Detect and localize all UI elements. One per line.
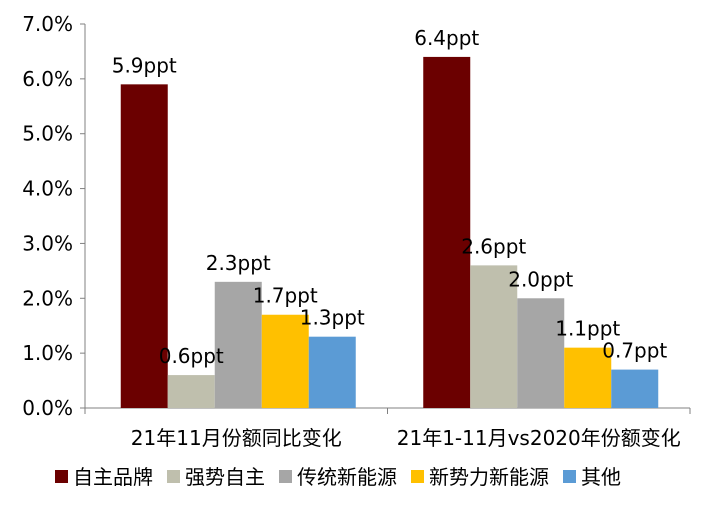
y-tick-label: 6.0% xyxy=(22,67,73,91)
legend-label: 新势力新能源 xyxy=(429,465,549,489)
legend-swatch xyxy=(55,470,68,483)
bar xyxy=(470,265,518,408)
bar xyxy=(120,84,168,408)
bar xyxy=(261,314,309,408)
legend-label: 自主品牌 xyxy=(73,465,153,489)
bar xyxy=(308,336,356,408)
y-tick-label: 7.0% xyxy=(22,12,73,36)
data-label: 0.6ppt xyxy=(159,344,224,368)
x-category-label: 21年1-11月vs2020年份额变化 xyxy=(397,426,681,450)
legend-swatch xyxy=(411,470,424,483)
legend-label: 强势自主 xyxy=(185,465,265,489)
bar xyxy=(167,375,215,408)
bar xyxy=(517,298,565,408)
legend: 自主品牌 强势自主 传统新能源 新势力新能源 其他 xyxy=(55,465,621,489)
x-category-label: 21年11月份额同比变化 xyxy=(131,426,342,450)
data-label: 5.9ppt xyxy=(112,53,177,77)
legend-label: 其他 xyxy=(581,465,621,489)
y-axis: 0.0% 1.0% 2.0% 3.0% 4.0% 5.0% 6.0% 7.0% xyxy=(22,12,86,420)
data-label: 2.6ppt xyxy=(461,234,526,258)
legend-swatch xyxy=(167,470,180,483)
data-label: 0.7ppt xyxy=(602,339,667,363)
data-label: 6.4ppt xyxy=(414,26,479,50)
data-label: 1.1ppt xyxy=(555,317,620,341)
bar xyxy=(214,281,262,408)
x-axis: 21年11月份额同比变化 21年1-11月vs2020年份额变化 xyxy=(84,407,691,450)
y-tick-label: 4.0% xyxy=(22,177,73,201)
y-tick-label: 2.0% xyxy=(22,286,73,310)
data-label: 2.0ppt xyxy=(508,267,573,291)
bars xyxy=(120,56,659,409)
y-tick-label: 1.0% xyxy=(22,341,73,365)
data-label: 1.3ppt xyxy=(300,306,365,330)
data-label: 2.3ppt xyxy=(206,251,271,275)
data-label: 1.7ppt xyxy=(253,284,318,308)
bar xyxy=(564,347,612,408)
legend-label: 传统新能源 xyxy=(297,465,397,489)
y-tick-label: 5.0% xyxy=(22,122,73,146)
y-tick-label: 0.0% xyxy=(22,396,73,420)
bar xyxy=(423,56,471,409)
bar xyxy=(611,369,659,408)
y-tick-label: 3.0% xyxy=(22,231,73,255)
legend-swatch xyxy=(563,470,576,483)
legend-swatch xyxy=(279,470,292,483)
